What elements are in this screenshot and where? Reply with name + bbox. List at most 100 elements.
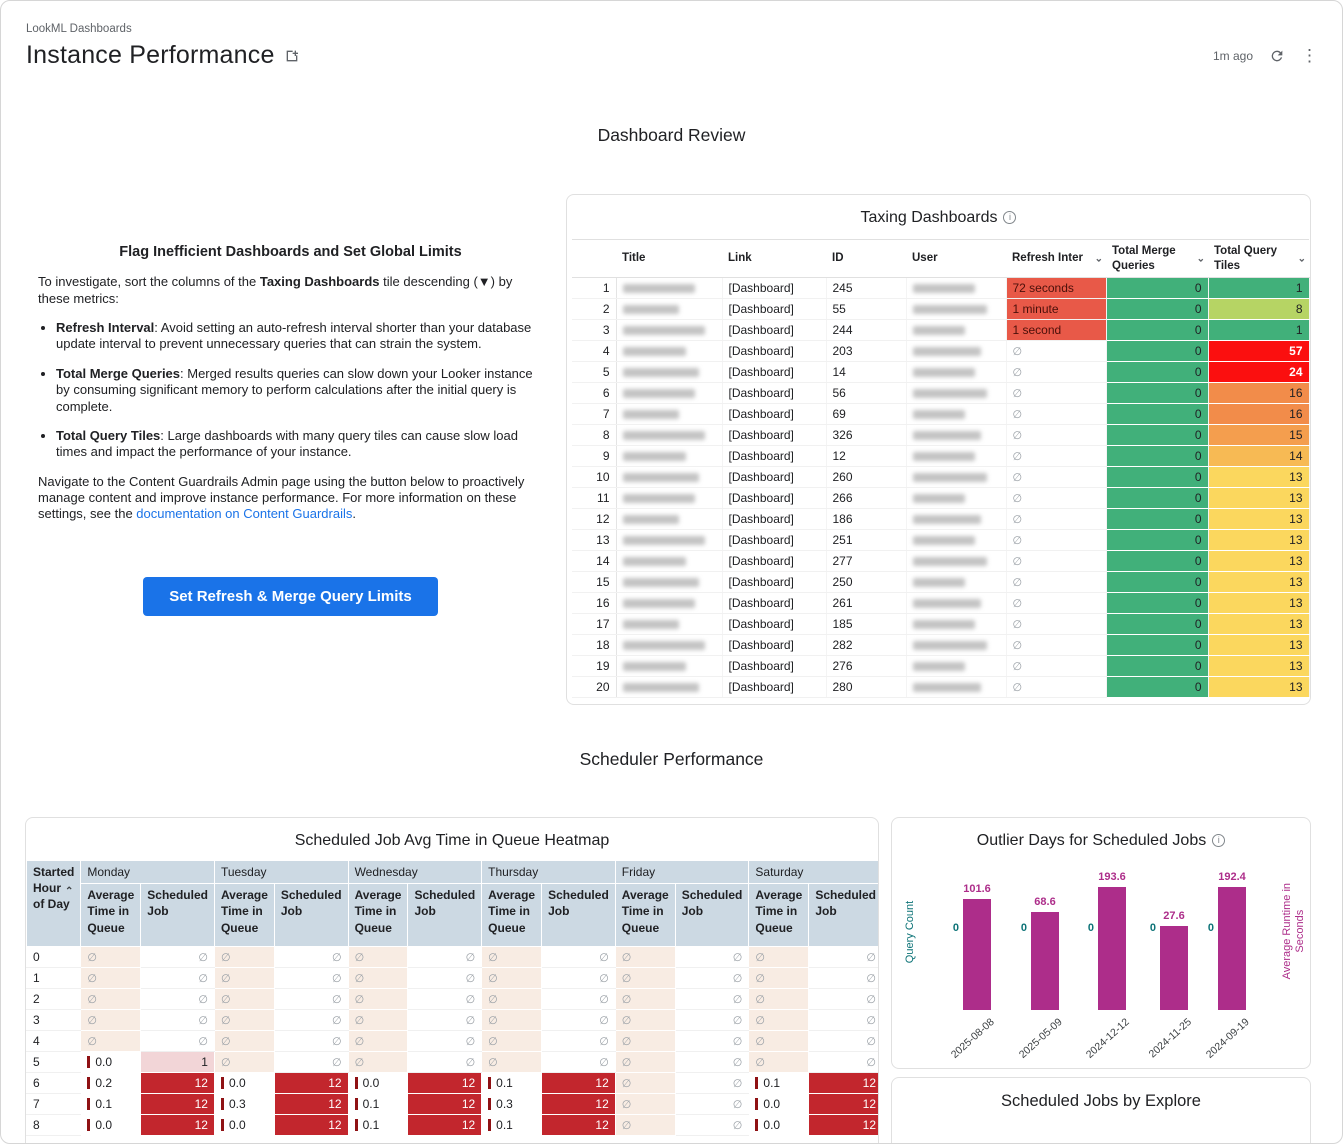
col-avg-time-in-queue[interactable]: Average Time in Queue xyxy=(80,883,142,948)
col-avg-time-in-queue[interactable]: Average Time in Queue xyxy=(481,883,543,948)
dashboard-link[interactable]: [Dashboard] xyxy=(722,277,827,299)
value-bar xyxy=(755,1098,759,1111)
col-id[interactable]: ID xyxy=(826,239,906,278)
col-started-hour[interactable]: Started Hour of Day ⌃ xyxy=(26,859,82,948)
dashboard-link[interactable]: [Dashboard] xyxy=(722,571,827,593)
dashboard-link[interactable]: [Dashboard] xyxy=(722,634,827,656)
runtime-bar[interactable] xyxy=(963,899,991,1010)
query-tiles-cell: 15 xyxy=(1208,424,1310,446)
runtime-bar[interactable] xyxy=(1098,887,1126,1010)
dashboard-link[interactable]: [Dashboard] xyxy=(722,424,827,446)
scheduled-job-cell: 12 xyxy=(273,1072,349,1095)
dashboard-id: 251 xyxy=(826,529,907,551)
col-scheduled-job[interactable]: Scheduled Job xyxy=(541,883,616,948)
dashboard-link[interactable]: [Dashboard] xyxy=(722,508,827,530)
sort-chevron-icon[interactable]: ⌄ xyxy=(1297,253,1306,264)
refresh-interval-cell: ∅ xyxy=(1006,466,1107,488)
dashboard-title-cell xyxy=(616,445,723,467)
col-refresh-interval[interactable]: Refresh Inter ⌄ xyxy=(1006,239,1106,278)
col-total-merge-queries[interactable]: Total Merge Queries ⌄ xyxy=(1106,239,1208,278)
col-title[interactable]: Title xyxy=(616,239,722,278)
dashboard-title-cell xyxy=(616,676,723,698)
content-guardrails-link[interactable]: documentation on Content Guardrails xyxy=(136,506,353,522)
user-cell xyxy=(906,445,1007,467)
value-bar xyxy=(488,1119,492,1132)
col-scheduled-job[interactable]: Scheduled Job xyxy=(674,883,750,948)
dashboard-link[interactable]: [Dashboard] xyxy=(722,298,827,320)
kebab-menu-icon[interactable]: ⋮ xyxy=(1301,46,1318,65)
scheduled-job-cell: ∅ xyxy=(140,988,215,1011)
avg-time-cell: ∅ xyxy=(80,1009,142,1032)
dashboard-link[interactable]: [Dashboard] xyxy=(722,550,827,572)
dashboard-link[interactable]: [Dashboard] xyxy=(722,319,827,341)
heatmap-row: 0 ∅ ∅ ∅ ∅ ∅ ∅ ∅ ∅ ∅ ∅ ∅ ∅ xyxy=(26,946,878,969)
blurred-title xyxy=(622,494,695,504)
col-scheduled-job[interactable]: Scheduled Job xyxy=(407,883,483,948)
avg-time-cell: ∅ xyxy=(748,967,810,990)
col-scheduled-job[interactable]: Scheduled Job xyxy=(808,883,878,948)
scheduled-job-cell: 12 xyxy=(273,1114,349,1137)
col-avg-time-in-queue[interactable]: Average Time in Queue xyxy=(614,883,676,948)
sort-chevron-icon[interactable]: ⌄ xyxy=(1196,253,1205,264)
sort-chevron-icon[interactable]: ⌄ xyxy=(1094,253,1103,264)
info-icon[interactable]: i xyxy=(1003,210,1017,224)
taxing-row: 15 [Dashboard] 250 ∅ 0 13 xyxy=(572,571,1310,593)
col-avg-time-in-queue[interactable]: Average Time in Queue xyxy=(347,883,409,948)
scheduled-job-cell: 12 xyxy=(140,1093,215,1116)
guidance-title: Flag Inefficient Dashboards and Set Glob… xyxy=(119,244,462,260)
sort-caret-icon[interactable]: ⌃ xyxy=(64,886,74,897)
value-bar xyxy=(488,1098,492,1111)
dashboard-link[interactable]: [Dashboard] xyxy=(722,361,827,383)
col-avg-time-in-queue[interactable]: Average Time in Queue xyxy=(748,883,810,948)
scheduled-job-cell: ∅ xyxy=(273,946,349,969)
breadcrumb[interactable]: LookML Dashboards xyxy=(26,23,132,35)
hour-cell: 6 xyxy=(26,1072,82,1095)
query-count-label: 0 xyxy=(1087,922,1094,934)
dashboard-link[interactable]: [Dashboard] xyxy=(722,466,827,488)
runtime-bar[interactable] xyxy=(1031,912,1059,1010)
dashboard-id: 282 xyxy=(826,634,907,656)
col-total-query-tiles[interactable]: Total Query Tiles ⌄ xyxy=(1208,239,1309,278)
runtime-bar[interactable] xyxy=(1218,887,1246,1010)
dashboard-link[interactable]: [Dashboard] xyxy=(722,529,827,551)
scheduled-job-cell: 12 xyxy=(140,1114,215,1137)
col-link[interactable]: Link xyxy=(722,239,826,278)
refresh-icon[interactable] xyxy=(1269,48,1285,64)
blurred-title xyxy=(622,536,705,546)
avg-time-cell: ∅ xyxy=(614,1051,676,1074)
runtime-bar[interactable] xyxy=(1160,926,1188,1010)
col-avg-time-in-queue[interactable]: Average Time in Queue xyxy=(213,883,275,948)
dashboard-link[interactable]: [Dashboard] xyxy=(722,382,827,404)
row-number: 2 xyxy=(572,298,617,320)
dashboard-link[interactable]: [Dashboard] xyxy=(722,655,827,677)
avg-time-cell: 0.1 xyxy=(748,1072,810,1095)
bullet-query-tiles: Total Query Tiles: Large dashboards with… xyxy=(56,428,543,461)
scheduled-job-cell: ∅ xyxy=(140,1009,215,1032)
dashboard-link[interactable]: [Dashboard] xyxy=(722,613,827,635)
dashboard-link[interactable]: [Dashboard] xyxy=(722,445,827,467)
dashboard-board-icon[interactable] xyxy=(284,48,300,64)
merge-queries-cell: 0 xyxy=(1106,676,1209,698)
dashboard-link[interactable]: [Dashboard] xyxy=(722,676,827,698)
merge-queries-cell: 0 xyxy=(1106,508,1209,530)
blurred-title xyxy=(622,389,695,399)
heatmap-row: 6 0.2 12 0.0 12 0.0 12 0.1 12 ∅ ∅ 0.1 12 xyxy=(26,1072,878,1095)
dashboard-link[interactable]: [Dashboard] xyxy=(722,487,827,509)
user-cell xyxy=(906,487,1007,509)
dashboard-link[interactable]: [Dashboard] xyxy=(722,592,827,614)
col-scheduled-job[interactable]: Scheduled Job xyxy=(140,883,215,948)
col-scheduled-job[interactable]: Scheduled Job xyxy=(273,883,349,948)
set-limits-button[interactable]: Set Refresh & Merge Query Limits xyxy=(143,576,438,616)
refresh-interval-cell: ∅ xyxy=(1006,340,1107,362)
blurred-user xyxy=(912,494,965,504)
blurred-user xyxy=(912,452,975,462)
taxing-row: 10 [Dashboard] 260 ∅ 0 13 xyxy=(572,466,1310,488)
dashboard-link[interactable]: [Dashboard] xyxy=(722,340,827,362)
col-user[interactable]: User xyxy=(906,239,1006,278)
dashboard-link[interactable]: [Dashboard] xyxy=(722,403,827,425)
dashboard-id: 55 xyxy=(826,298,907,320)
runtime-value-label: 68.6 xyxy=(1034,896,1056,908)
taxing-row: 14 [Dashboard] 277 ∅ 0 13 xyxy=(572,550,1310,572)
hour-cell: 5 xyxy=(26,1051,82,1074)
info-icon[interactable]: i xyxy=(1212,833,1226,847)
